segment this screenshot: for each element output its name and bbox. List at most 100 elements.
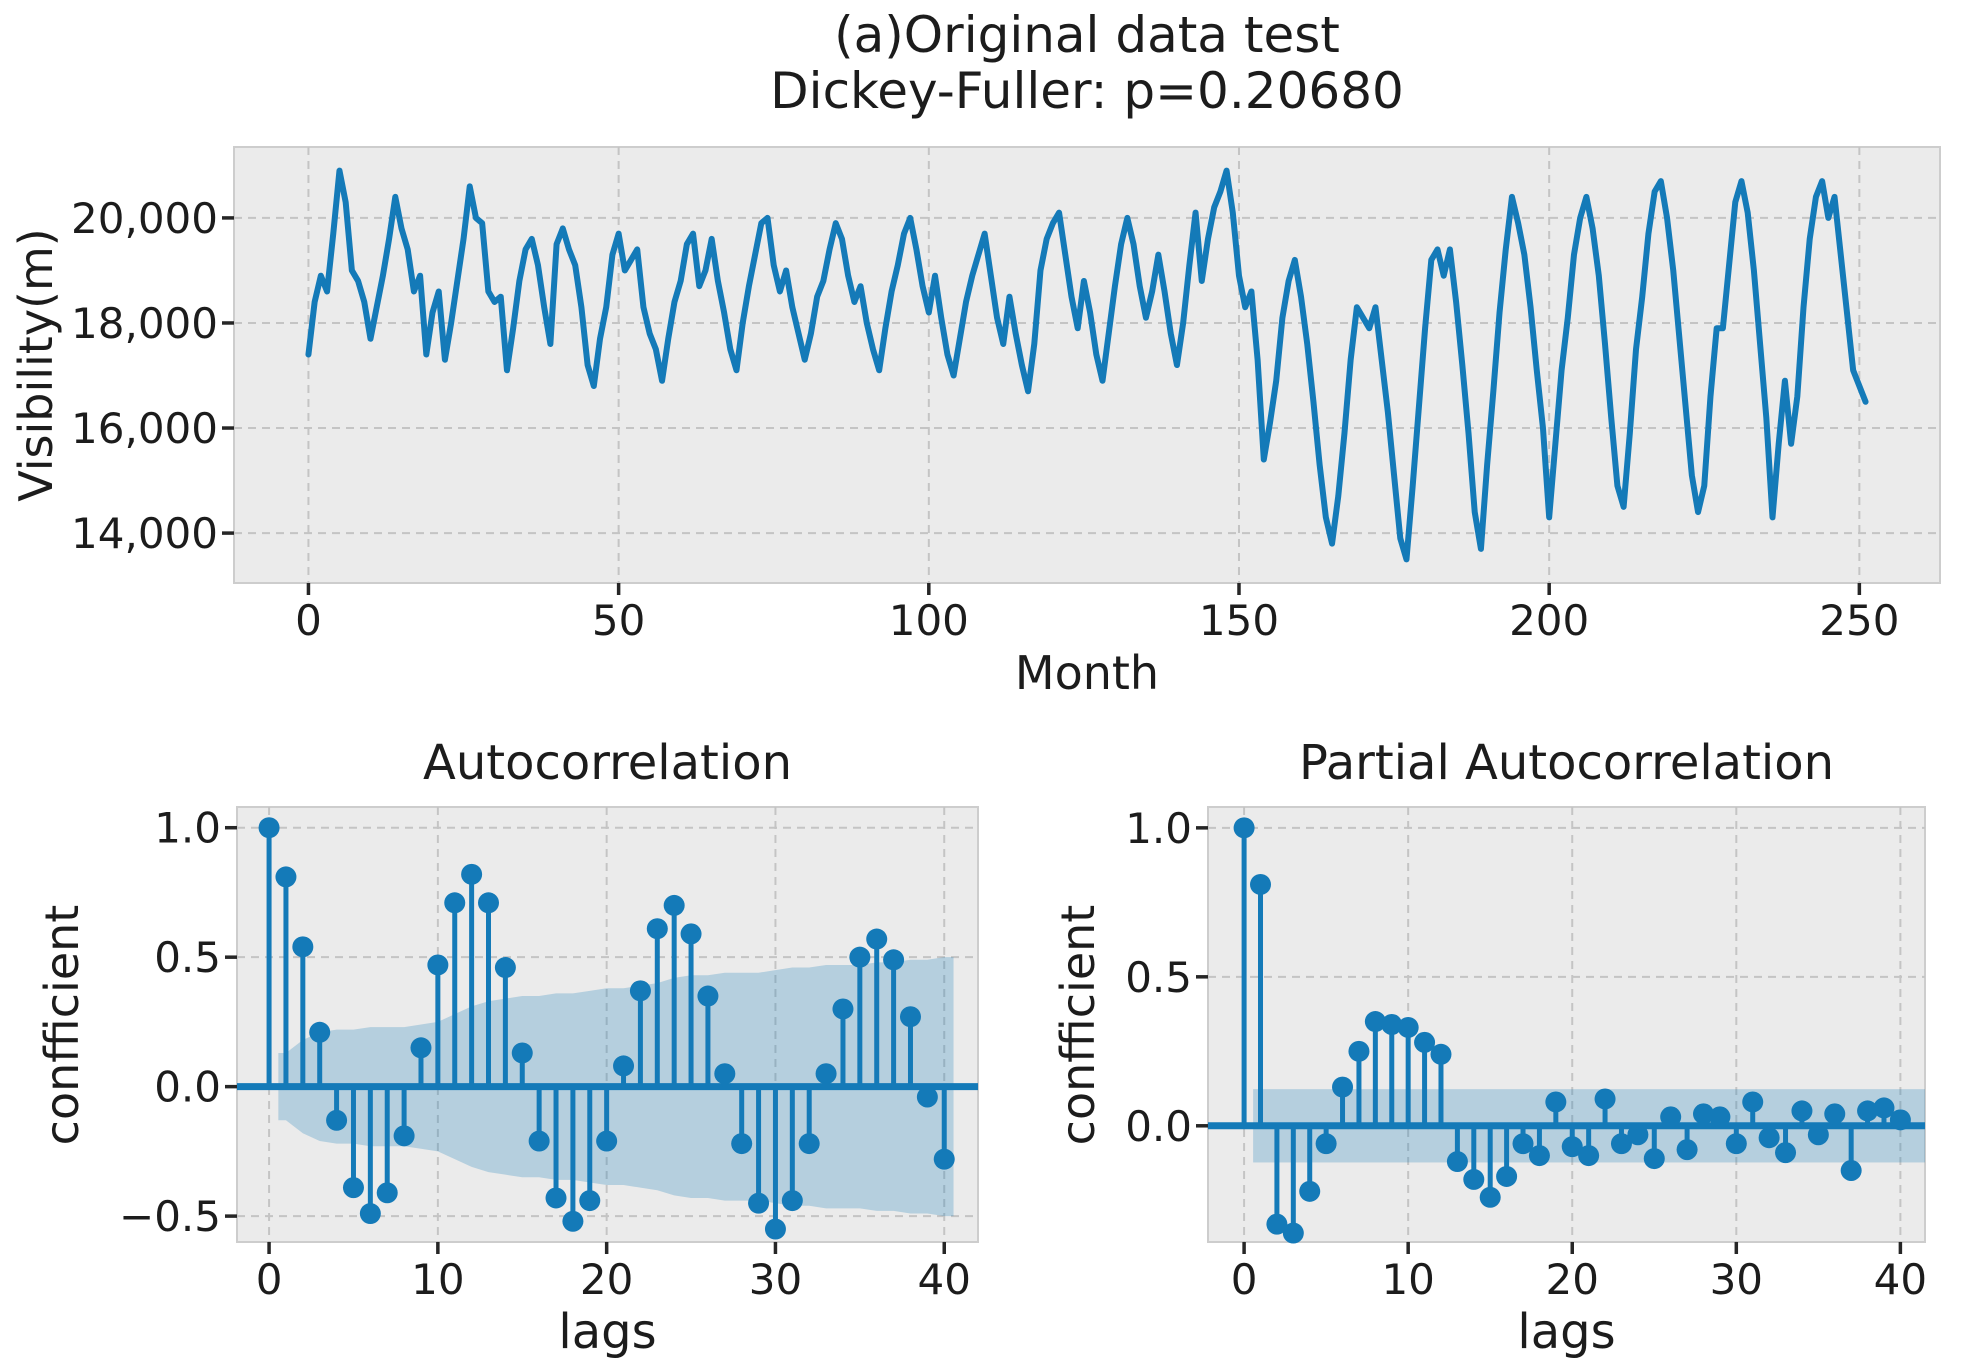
stem-marker: [1430, 1043, 1452, 1065]
stem-marker: [1364, 1011, 1386, 1033]
stem-marker: [1742, 1091, 1764, 1113]
stem-marker: [798, 1133, 820, 1155]
figure-title-line1: (a)Original data test: [834, 6, 1340, 64]
tick-label: 30: [749, 1255, 802, 1304]
stem-marker: [1857, 1100, 1879, 1122]
stem-marker: [1332, 1076, 1354, 1098]
stem-marker: [1315, 1133, 1337, 1155]
stem-marker: [815, 1063, 837, 1085]
stem-marker: [376, 1182, 398, 1204]
tick-label: 16,000: [71, 404, 218, 453]
tick-label: 40: [1874, 1255, 1927, 1304]
tick-label: 0.0: [154, 1063, 221, 1112]
stem-marker: [596, 1130, 618, 1152]
tick-label: 18,000: [71, 299, 218, 348]
tick-label: 0.5: [1125, 953, 1192, 1002]
tick-label: 250: [1819, 596, 1899, 645]
stem-marker: [832, 998, 854, 1020]
stem-marker: [275, 866, 297, 888]
stem-marker: [1791, 1100, 1813, 1122]
top-y-axis-label: Visibility(m): [9, 228, 63, 502]
stem-marker: [427, 954, 449, 976]
stem-marker: [511, 1042, 533, 1064]
stem-marker: [1545, 1091, 1567, 1113]
stem-marker: [1807, 1124, 1829, 1146]
stem-marker: [309, 1021, 331, 1043]
tick-label: 20: [580, 1255, 633, 1304]
stem-marker: [393, 1125, 415, 1147]
tick-label: 10: [1381, 1255, 1434, 1304]
tick-label: 10: [411, 1255, 464, 1304]
series-line: [305, 167, 1869, 563]
tick-label: 1.0: [1125, 804, 1192, 853]
stem-marker: [1610, 1133, 1632, 1155]
acf-x-axis-label: lags: [558, 1304, 657, 1360]
tick-label: 0.0: [1125, 1102, 1192, 1151]
pacf-x-axis-label: lags: [1517, 1304, 1616, 1360]
stem-marker: [1561, 1136, 1583, 1158]
stem-marker: [258, 817, 280, 839]
stem-marker: [1660, 1106, 1682, 1128]
tick-label: 1.0: [154, 804, 221, 853]
plot-panel: [233, 146, 1941, 584]
tick-label: 100: [889, 596, 969, 645]
stem-marker: [1709, 1106, 1731, 1128]
stem-marker: [562, 1210, 584, 1232]
tick-label: 0: [295, 596, 322, 645]
stem-marker: [1414, 1031, 1436, 1053]
stem-marker: [579, 1190, 601, 1212]
stem-marker: [916, 1086, 938, 1108]
stem-marker: [1693, 1103, 1715, 1125]
stem-marker: [545, 1187, 567, 1209]
stem-marker: [326, 1109, 348, 1131]
stem-marker: [1479, 1186, 1501, 1208]
stem-marker: [1725, 1133, 1747, 1155]
top-x-axis-label: Month: [1014, 646, 1160, 700]
stem-marker: [359, 1203, 381, 1225]
stem-marker: [1381, 1014, 1403, 1035]
stem-marker: [714, 1063, 736, 1085]
tick-label: −0.5: [119, 1192, 221, 1241]
stem-marker: [663, 894, 685, 916]
stem-marker: [1840, 1159, 1862, 1181]
stem-marker: [1873, 1097, 1895, 1119]
stem-marker: [781, 1190, 803, 1212]
stem-marker: [1282, 1222, 1304, 1244]
stem-marker: [494, 957, 516, 979]
plot-panel: [1207, 806, 1926, 1243]
stem-marker: [1578, 1145, 1600, 1167]
stem-marker: [1397, 1016, 1419, 1038]
stem-marker: [849, 946, 871, 968]
stem-marker: [613, 1055, 635, 1077]
tick-label: 0.5: [154, 933, 221, 982]
stem-marker: [1758, 1127, 1780, 1149]
stem-marker: [1824, 1103, 1846, 1125]
pacf-title: Partial Autocorrelation: [1298, 735, 1835, 791]
stem-marker: [1250, 873, 1272, 895]
stem-marker: [933, 1148, 955, 1170]
stem-marker: [883, 949, 905, 971]
stem-marker: [1446, 1151, 1468, 1173]
stem-marker: [1463, 1168, 1485, 1190]
stem-marker: [1299, 1180, 1321, 1202]
stem-marker: [1266, 1213, 1288, 1235]
pacf-y-axis-label: confficient: [1051, 904, 1105, 1146]
stem-marker: [697, 985, 719, 1007]
stem-marker: [629, 980, 651, 1002]
tick-label: 30: [1710, 1255, 1763, 1304]
stem-marker: [444, 892, 466, 914]
tick-label: 20: [1546, 1255, 1599, 1304]
stem-marker: [1496, 1165, 1518, 1187]
tick-label: 14,000: [71, 509, 218, 558]
acf-y-axis-label: confficient: [35, 904, 89, 1146]
stem-marker: [1348, 1040, 1370, 1062]
stem-marker: [1676, 1139, 1698, 1161]
stem-marker: [680, 923, 702, 945]
tick-label: 200: [1509, 596, 1589, 645]
stem-marker: [410, 1037, 432, 1059]
stem-marker: [1627, 1124, 1649, 1146]
tick-label: 40: [918, 1255, 971, 1304]
tick-label: 150: [1199, 596, 1279, 645]
